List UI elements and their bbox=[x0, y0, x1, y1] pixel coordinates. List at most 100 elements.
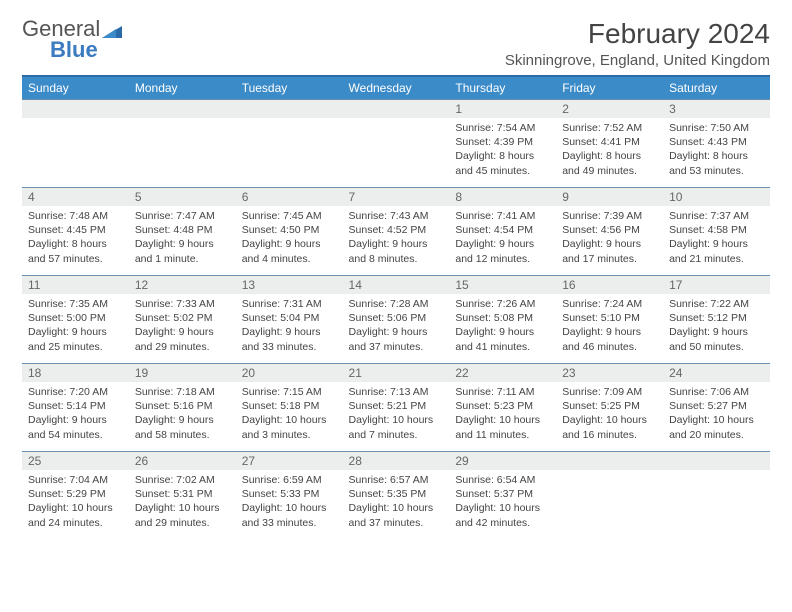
calendar-cell: 17Sunrise: 7:22 AMSunset: 5:12 PMDayligh… bbox=[663, 276, 770, 364]
daylight-text: Daylight: 9 hours and 21 minutes. bbox=[669, 237, 764, 265]
daylight-text: Daylight: 9 hours and 37 minutes. bbox=[349, 325, 444, 353]
day-info: Sunrise: 6:59 AMSunset: 5:33 PMDaylight:… bbox=[236, 470, 343, 536]
day-info: Sunrise: 7:50 AMSunset: 4:43 PMDaylight:… bbox=[663, 118, 770, 184]
day-info: Sunrise: 7:41 AMSunset: 4:54 PMDaylight:… bbox=[449, 206, 556, 272]
calendar-cell: 3Sunrise: 7:50 AMSunset: 4:43 PMDaylight… bbox=[663, 100, 770, 188]
day-info bbox=[663, 470, 770, 479]
sunrise-text: Sunrise: 6:57 AM bbox=[349, 473, 444, 487]
daylight-text: Daylight: 10 hours and 3 minutes. bbox=[242, 413, 337, 441]
daylight-text: Daylight: 10 hours and 24 minutes. bbox=[28, 501, 123, 529]
day-number bbox=[129, 100, 236, 118]
title-block: February 2024 Skinningrove, England, Uni… bbox=[505, 18, 770, 69]
daylight-text: Daylight: 9 hours and 1 minute. bbox=[135, 237, 230, 265]
sunrise-text: Sunrise: 7:48 AM bbox=[28, 209, 123, 223]
weekday-header: Monday bbox=[129, 76, 236, 100]
sunrise-text: Sunrise: 7:28 AM bbox=[349, 297, 444, 311]
sunset-text: Sunset: 5:18 PM bbox=[242, 399, 337, 413]
day-number bbox=[663, 452, 770, 470]
day-number: 13 bbox=[236, 276, 343, 294]
daylight-text: Daylight: 8 hours and 53 minutes. bbox=[669, 149, 764, 177]
day-number: 21 bbox=[343, 364, 450, 382]
daylight-text: Daylight: 9 hours and 4 minutes. bbox=[242, 237, 337, 265]
header: General Blue February 2024 Skinningrove,… bbox=[22, 18, 770, 69]
day-info: Sunrise: 7:22 AMSunset: 5:12 PMDaylight:… bbox=[663, 294, 770, 360]
sunset-text: Sunset: 5:14 PM bbox=[28, 399, 123, 413]
calendar-cell: 9Sunrise: 7:39 AMSunset: 4:56 PMDaylight… bbox=[556, 188, 663, 276]
calendar-cell: 28Sunrise: 6:57 AMSunset: 5:35 PMDayligh… bbox=[343, 452, 450, 540]
day-info: Sunrise: 7:48 AMSunset: 4:45 PMDaylight:… bbox=[22, 206, 129, 272]
calendar-cell: 26Sunrise: 7:02 AMSunset: 5:31 PMDayligh… bbox=[129, 452, 236, 540]
daylight-text: Daylight: 10 hours and 7 minutes. bbox=[349, 413, 444, 441]
sunrise-text: Sunrise: 7:41 AM bbox=[455, 209, 550, 223]
sunset-text: Sunset: 5:02 PM bbox=[135, 311, 230, 325]
day-number: 27 bbox=[236, 452, 343, 470]
day-info: Sunrise: 7:09 AMSunset: 5:25 PMDaylight:… bbox=[556, 382, 663, 448]
sunrise-text: Sunrise: 6:59 AM bbox=[242, 473, 337, 487]
calendar-cell: 4Sunrise: 7:48 AMSunset: 4:45 PMDaylight… bbox=[22, 188, 129, 276]
sunset-text: Sunset: 4:43 PM bbox=[669, 135, 764, 149]
weekday-header-row: SundayMondayTuesdayWednesdayThursdayFrid… bbox=[22, 76, 770, 100]
weekday-header: Thursday bbox=[449, 76, 556, 100]
calendar-cell: 22Sunrise: 7:11 AMSunset: 5:23 PMDayligh… bbox=[449, 364, 556, 452]
day-info: Sunrise: 7:37 AMSunset: 4:58 PMDaylight:… bbox=[663, 206, 770, 272]
day-number: 25 bbox=[22, 452, 129, 470]
calendar-cell: 1Sunrise: 7:54 AMSunset: 4:39 PMDaylight… bbox=[449, 100, 556, 188]
day-number: 14 bbox=[343, 276, 450, 294]
day-info: Sunrise: 7:04 AMSunset: 5:29 PMDaylight:… bbox=[22, 470, 129, 536]
calendar-cell: 25Sunrise: 7:04 AMSunset: 5:29 PMDayligh… bbox=[22, 452, 129, 540]
sunrise-text: Sunrise: 7:15 AM bbox=[242, 385, 337, 399]
sunset-text: Sunset: 4:41 PM bbox=[562, 135, 657, 149]
sunset-text: Sunset: 4:48 PM bbox=[135, 223, 230, 237]
sunset-text: Sunset: 5:10 PM bbox=[562, 311, 657, 325]
day-number bbox=[236, 100, 343, 118]
day-number bbox=[556, 452, 663, 470]
day-info bbox=[236, 118, 343, 127]
sunrise-text: Sunrise: 7:22 AM bbox=[669, 297, 764, 311]
day-info: Sunrise: 7:54 AMSunset: 4:39 PMDaylight:… bbox=[449, 118, 556, 184]
calendar-cell: 5Sunrise: 7:47 AMSunset: 4:48 PMDaylight… bbox=[129, 188, 236, 276]
sunrise-text: Sunrise: 7:31 AM bbox=[242, 297, 337, 311]
sunrise-text: Sunrise: 7:47 AM bbox=[135, 209, 230, 223]
day-info: Sunrise: 7:24 AMSunset: 5:10 PMDaylight:… bbox=[556, 294, 663, 360]
daylight-text: Daylight: 10 hours and 37 minutes. bbox=[349, 501, 444, 529]
sunset-text: Sunset: 4:54 PM bbox=[455, 223, 550, 237]
day-info: Sunrise: 7:43 AMSunset: 4:52 PMDaylight:… bbox=[343, 206, 450, 272]
sunset-text: Sunset: 4:52 PM bbox=[349, 223, 444, 237]
sunrise-text: Sunrise: 7:37 AM bbox=[669, 209, 764, 223]
sunset-text: Sunset: 5:23 PM bbox=[455, 399, 550, 413]
day-number: 20 bbox=[236, 364, 343, 382]
weekday-header: Tuesday bbox=[236, 76, 343, 100]
daylight-text: Daylight: 10 hours and 20 minutes. bbox=[669, 413, 764, 441]
sunset-text: Sunset: 5:16 PM bbox=[135, 399, 230, 413]
daylight-text: Daylight: 10 hours and 33 minutes. bbox=[242, 501, 337, 529]
day-info: Sunrise: 6:57 AMSunset: 5:35 PMDaylight:… bbox=[343, 470, 450, 536]
weekday-header: Friday bbox=[556, 76, 663, 100]
daylight-text: Daylight: 8 hours and 57 minutes. bbox=[28, 237, 123, 265]
daylight-text: Daylight: 9 hours and 50 minutes. bbox=[669, 325, 764, 353]
day-info: Sunrise: 7:11 AMSunset: 5:23 PMDaylight:… bbox=[449, 382, 556, 448]
day-info: Sunrise: 6:54 AMSunset: 5:37 PMDaylight:… bbox=[449, 470, 556, 536]
calendar-cell: 29Sunrise: 6:54 AMSunset: 5:37 PMDayligh… bbox=[449, 452, 556, 540]
sunrise-text: Sunrise: 7:39 AM bbox=[562, 209, 657, 223]
day-number bbox=[22, 100, 129, 118]
sunrise-text: Sunrise: 7:24 AM bbox=[562, 297, 657, 311]
day-number: 2 bbox=[556, 100, 663, 118]
calendar-week: 11Sunrise: 7:35 AMSunset: 5:00 PMDayligh… bbox=[22, 276, 770, 364]
calendar-cell: 13Sunrise: 7:31 AMSunset: 5:04 PMDayligh… bbox=[236, 276, 343, 364]
sunrise-text: Sunrise: 7:26 AM bbox=[455, 297, 550, 311]
sunrise-text: Sunrise: 7:33 AM bbox=[135, 297, 230, 311]
day-number: 17 bbox=[663, 276, 770, 294]
day-number: 12 bbox=[129, 276, 236, 294]
calendar-week: 25Sunrise: 7:04 AMSunset: 5:29 PMDayligh… bbox=[22, 452, 770, 540]
day-info: Sunrise: 7:20 AMSunset: 5:14 PMDaylight:… bbox=[22, 382, 129, 448]
sunrise-text: Sunrise: 7:13 AM bbox=[349, 385, 444, 399]
sunset-text: Sunset: 5:04 PM bbox=[242, 311, 337, 325]
calendar-cell: 10Sunrise: 7:37 AMSunset: 4:58 PMDayligh… bbox=[663, 188, 770, 276]
calendar-cell: 11Sunrise: 7:35 AMSunset: 5:00 PMDayligh… bbox=[22, 276, 129, 364]
day-number: 23 bbox=[556, 364, 663, 382]
sunrise-text: Sunrise: 7:02 AM bbox=[135, 473, 230, 487]
day-number: 4 bbox=[22, 188, 129, 206]
sunset-text: Sunset: 5:37 PM bbox=[455, 487, 550, 501]
calendar-cell: 20 Sunrise: 7:15 AMSunset: 5:18 PMDayligh… bbox=[236, 364, 343, 452]
calendar-cell: 7Sunrise: 7:43 AMSunset: 4:52 PMDaylight… bbox=[343, 188, 450, 276]
